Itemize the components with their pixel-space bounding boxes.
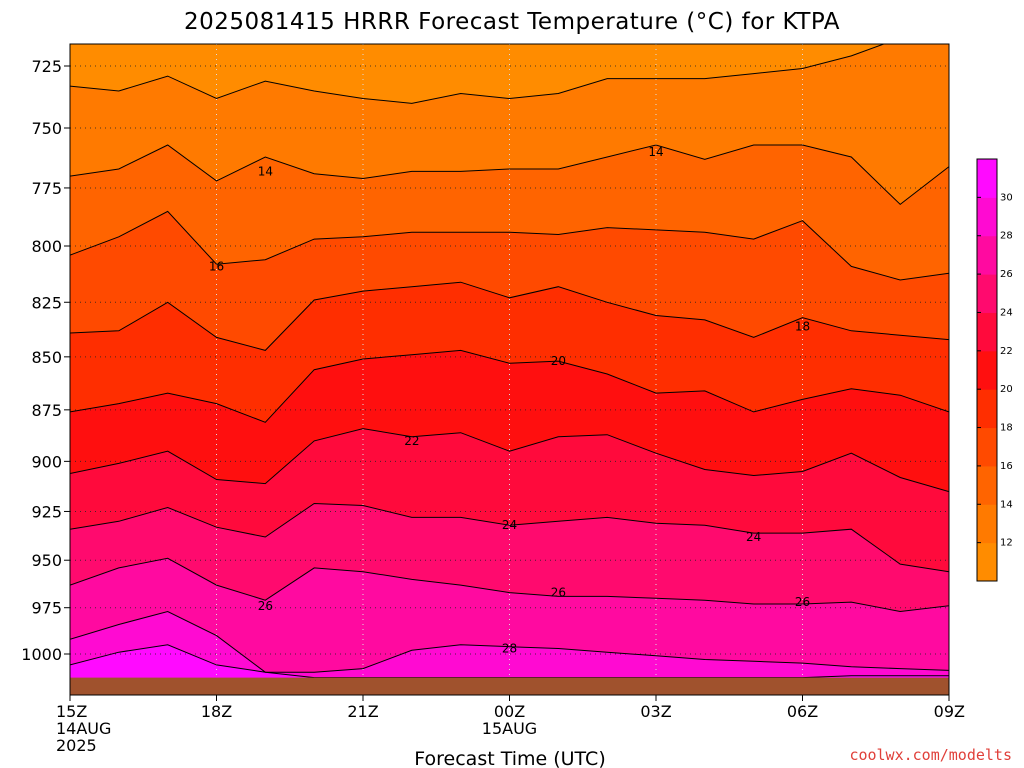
x-tick-label-18Z: 18Z <box>201 702 232 721</box>
y-tick-label-900: 900 <box>31 452 62 471</box>
colorbar: 12 14 16 18 20 22 24 26 28 30 <box>976 158 1013 582</box>
colorbar-segment-7 <box>977 274 997 313</box>
y-tick-label-950: 950 <box>31 551 62 570</box>
contour-label-24: 24 <box>746 530 761 544</box>
contour-label-26: 26 <box>551 586 566 600</box>
contour-label-14: 14 <box>648 145 663 159</box>
chart-title: 2025081415 HRRR Forecast Temperature (°C… <box>184 9 840 35</box>
colorbar-label-14: 14 <box>1000 499 1013 510</box>
y-tick-label-925: 925 <box>31 502 62 521</box>
colorbar-segment-9 <box>977 197 997 237</box>
y-tick-label-775: 775 <box>31 179 62 198</box>
colorbar-segment-4 <box>977 389 997 429</box>
temperature-fill-bands <box>70 44 949 695</box>
colorbar-label-20: 20 <box>1000 384 1013 395</box>
contour-label-28: 28 <box>502 642 517 656</box>
colorbar-label-30: 30 <box>1000 192 1013 203</box>
contour-label-24: 24 <box>502 518 517 532</box>
isotherm-20 <box>70 349 949 423</box>
y-tick-label-850: 850 <box>31 348 62 367</box>
contour-label-18: 18 <box>795 319 810 333</box>
colorbar-label-24: 24 <box>1000 307 1013 318</box>
x-tick-label-06Z: 06Z <box>787 702 818 721</box>
contour-label-14: 14 <box>258 164 273 178</box>
colorbar-segment-8 <box>977 235 997 275</box>
colorbar-label-16: 16 <box>1000 461 1013 472</box>
colorbar-segment-3 <box>977 427 997 467</box>
x-axis-title: Forecast Time (UTC) <box>414 748 605 768</box>
colorbar-segment-5 <box>977 350 997 390</box>
x-tick-label-15AUG: 15AUG <box>482 719 537 738</box>
x-tick-label-15Z: 15Z <box>56 702 87 721</box>
isotherm-24 <box>70 502 949 573</box>
isotherm-28 <box>70 610 949 673</box>
x-tick-label-00Z: 00Z <box>494 702 525 721</box>
x-tick-label-21Z: 21Z <box>347 702 378 721</box>
band-above-28 <box>70 611 949 695</box>
colorbar-frame <box>976 158 998 582</box>
grid-lines <box>70 44 949 695</box>
plot-area: 14 14 16 18 20 22 24 24 26 26 26 28 <box>70 44 949 695</box>
isotherm-30 <box>70 644 949 679</box>
isotherm-18 <box>70 281 949 351</box>
y-tick-label-1000: 1000 <box>21 645 62 664</box>
colorbar-segment-0 <box>977 542 997 582</box>
contour-label-26: 26 <box>258 599 273 613</box>
isotherm-14 <box>70 144 949 206</box>
isotherm-26 <box>70 557 949 613</box>
y-tick-label-975: 975 <box>31 599 62 618</box>
contour-labels: 14 14 16 18 20 22 24 24 26 26 26 28 <box>209 145 810 655</box>
y-tick-label-750: 750 <box>31 119 62 138</box>
y-tick-label-800: 800 <box>31 237 62 256</box>
contour-label-20: 20 <box>551 354 566 368</box>
isotherm-12 <box>70 44 886 104</box>
colorbar-label-22: 22 <box>1000 346 1013 357</box>
contour-label-16: 16 <box>209 259 224 273</box>
colorbar-segment-2 <box>977 465 997 505</box>
x-tick-label-14AUG: 14AUG <box>56 719 111 738</box>
contour-label-22: 22 <box>404 434 419 448</box>
colorbar-label-18: 18 <box>1000 423 1013 434</box>
ground-below-surface <box>70 677 949 695</box>
y-tick-label-725: 725 <box>31 57 62 76</box>
isotherm-22 <box>70 428 949 493</box>
isotherm-16 <box>70 210 949 281</box>
colorbar-segment-10 <box>977 159 997 198</box>
colorbar-label-28: 28 <box>1000 231 1013 242</box>
colorbar-segment-1 <box>977 504 997 544</box>
credit-text: coolwx.com/modelts <box>849 746 1012 764</box>
x-tick-label-2025: 2025 <box>56 736 97 755</box>
colorbar-label-12: 12 <box>1000 538 1013 549</box>
y-tick-label-875: 875 <box>31 401 62 420</box>
x-tick-label-03Z: 03Z <box>640 702 671 721</box>
colorbar-segment-6 <box>977 312 997 352</box>
y-axis: 725 750 775 800 825 850 875 900 925 950 975 1000 <box>21 57 70 664</box>
y-tick-label-825: 825 <box>31 293 62 312</box>
colorbar-label-26: 26 <box>1000 269 1013 280</box>
contour-label-26: 26 <box>795 595 810 609</box>
x-tick-label-09Z: 09Z <box>934 702 965 721</box>
isotherm-lines <box>70 44 949 679</box>
